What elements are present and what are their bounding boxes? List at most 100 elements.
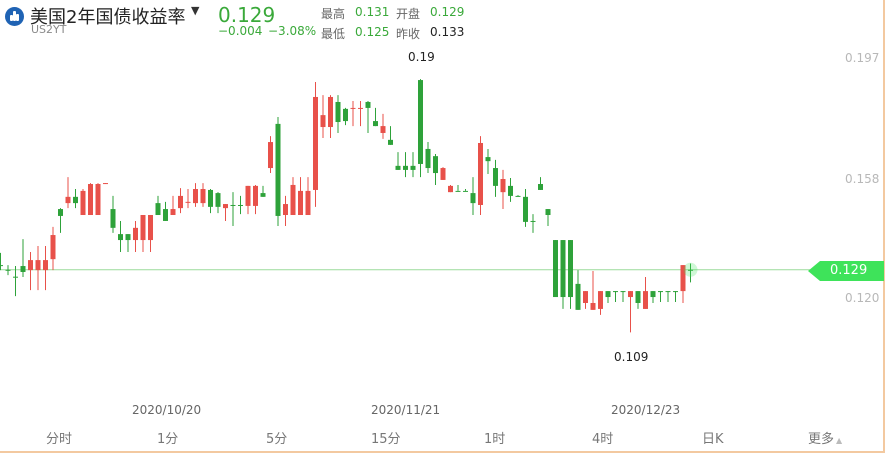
- candle-body: [673, 291, 678, 293]
- candle-body: [118, 234, 123, 241]
- candle-body: [283, 204, 288, 216]
- tab-1min[interactable]: 1分: [157, 432, 179, 447]
- candle: [193, 183, 198, 207]
- candle: [50, 226, 56, 271]
- candle: [493, 159, 498, 197]
- tab-15min[interactable]: 15分: [371, 432, 401, 447]
- candle-body: [508, 185, 513, 196]
- candle: [163, 201, 168, 221]
- candle: [395, 152, 401, 170]
- candle: [373, 107, 378, 127]
- candle: [553, 240, 558, 298]
- candle: [328, 95, 333, 138]
- candle: [605, 291, 611, 303]
- candle-body: [200, 189, 206, 204]
- candle: [433, 153, 438, 185]
- candle: [110, 195, 116, 233]
- candle: [463, 189, 468, 192]
- candle-body: [290, 184, 296, 216]
- tab-daily-k[interactable]: 日K: [702, 432, 724, 447]
- candle-body: [5, 269, 11, 271]
- tab-more-label: 更多: [808, 432, 835, 447]
- candle-body: [358, 107, 363, 109]
- candle: [290, 177, 296, 216]
- candle: [650, 291, 656, 303]
- candle: [440, 167, 446, 180]
- candle: [43, 246, 48, 291]
- candle: [538, 177, 543, 190]
- candle-body: [275, 123, 281, 216]
- candle: [380, 113, 386, 139]
- candle: [320, 95, 326, 138]
- last-price-tag-value: 0.129: [830, 263, 868, 278]
- candle-body: [73, 196, 78, 204]
- candle-body: [125, 234, 131, 241]
- candle: [65, 177, 71, 209]
- candle: [583, 291, 588, 309]
- candle: [485, 148, 491, 174]
- last-price-tag: 0.129: [808, 261, 884, 281]
- tab-timeshare[interactable]: 分时: [46, 432, 73, 447]
- candle: [148, 215, 153, 252]
- candle: [80, 189, 86, 216]
- candle: [268, 136, 273, 174]
- candle: [350, 101, 356, 127]
- candle: [20, 239, 26, 278]
- candle: [365, 101, 371, 133]
- candle: [223, 204, 228, 221]
- candle: [500, 169, 506, 210]
- candle-body: [185, 201, 191, 203]
- candle-body: [328, 96, 333, 128]
- candle: [568, 240, 573, 309]
- low-label: 最低: [321, 27, 346, 41]
- candle: [73, 189, 78, 209]
- candle: [598, 291, 603, 315]
- candle-body: [260, 193, 266, 197]
- candlestick-chart[interactable]: [0, 0, 884, 400]
- candle: [643, 277, 648, 309]
- candle-body: [35, 260, 41, 271]
- candle-body: [163, 209, 168, 221]
- candle: [0, 252, 3, 271]
- candle: [448, 184, 453, 193]
- candle: [545, 209, 551, 226]
- candle: [298, 177, 303, 216]
- candle: [200, 183, 206, 207]
- candle-body: [515, 195, 521, 197]
- instrument-dropdown-caret-icon[interactable]: ▼: [191, 4, 200, 17]
- candle: [523, 189, 528, 227]
- candle-body: [448, 185, 453, 193]
- candle-body: [245, 185, 251, 206]
- tab-4hour[interactable]: 4时: [592, 432, 614, 447]
- candle-body: [208, 189, 213, 207]
- candle-body: [95, 184, 101, 216]
- candle-body: [553, 240, 558, 298]
- candle-body: [43, 260, 48, 271]
- tab-5min[interactable]: 5分: [266, 432, 288, 447]
- candle-body: [155, 203, 161, 216]
- price-change-pct: −3.08%: [268, 24, 317, 38]
- candle-body: [238, 204, 243, 206]
- candle: [680, 265, 686, 303]
- candle: [13, 266, 18, 297]
- high-label: 最高: [321, 7, 346, 21]
- candle: [635, 291, 641, 309]
- y-tick-label: 0.158: [845, 172, 880, 186]
- candle-body: [470, 193, 476, 204]
- candle-body: [343, 108, 348, 122]
- candle-body: [665, 291, 671, 293]
- candle-body: [440, 168, 446, 180]
- tab-1hour[interactable]: 1时: [484, 432, 506, 447]
- candle-body: [335, 101, 341, 123]
- candle-body: [148, 215, 153, 241]
- candle-body: [170, 209, 176, 216]
- candle: [515, 194, 521, 197]
- candle-body: [388, 139, 393, 145]
- min-price-label: 0.109: [614, 350, 649, 364]
- candle-body: [523, 196, 528, 222]
- candle-body: [485, 157, 491, 162]
- candle-body: [568, 240, 573, 298]
- candle: [118, 220, 123, 252]
- candle-body: [493, 168, 498, 186]
- tab-more[interactable]: 更多 ▲: [808, 428, 842, 447]
